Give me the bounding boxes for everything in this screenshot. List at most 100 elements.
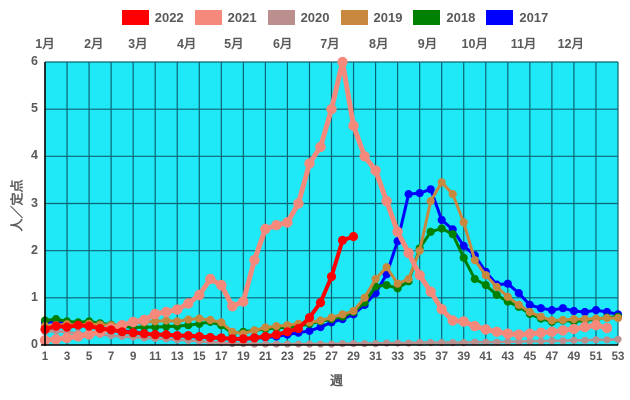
series-marker-2017	[558, 304, 568, 313]
series-marker-2022	[150, 330, 160, 340]
month-label-jan: 1月	[35, 37, 55, 51]
series-marker-2021	[601, 322, 613, 334]
series-marker-2019	[437, 178, 446, 187]
legend-swatch-2018	[413, 9, 441, 25]
x-tick-label: 19	[236, 351, 250, 363]
series-marker-2017	[591, 306, 601, 315]
series-marker-2019	[338, 310, 347, 319]
series-marker-2018	[184, 321, 193, 330]
x-tick-label: 37	[435, 351, 449, 363]
month-label-dec: 12月	[557, 37, 584, 51]
series-marker-2019	[393, 279, 402, 288]
series-marker-2021	[72, 331, 84, 342]
series-marker-2019	[415, 246, 424, 255]
series-marker-2022	[106, 325, 116, 335]
series-marker-2022	[282, 327, 292, 337]
series-marker-2021	[271, 220, 282, 231]
series-marker-2019	[558, 315, 568, 325]
series-marker-2020	[526, 337, 534, 345]
series-marker-2020	[537, 337, 545, 345]
series-marker-2021	[183, 298, 194, 309]
series-marker-2019	[272, 322, 281, 331]
series-marker-2019	[426, 197, 435, 206]
series-marker-2019	[316, 316, 325, 325]
series-marker-2019	[162, 316, 171, 325]
series-marker-2021	[370, 165, 381, 176]
x-tick-label: 15	[192, 351, 206, 363]
series-marker-2022	[73, 320, 83, 330]
series-marker-2021	[249, 254, 260, 266]
series-marker-2022	[183, 331, 193, 341]
legend-swatch-2021	[194, 9, 222, 25]
series-marker-2022	[337, 235, 348, 245]
series-marker-2021	[425, 286, 436, 297]
y-tick-label: 4	[31, 148, 38, 163]
series-marker-2022	[304, 313, 315, 323]
series-marker-2021	[282, 217, 293, 228]
series-marker-2022	[326, 272, 337, 282]
series-marker-2017	[536, 304, 546, 313]
month-label-apr: 4月	[176, 37, 197, 51]
series-marker-2017	[426, 185, 435, 194]
series-marker-2019	[173, 317, 182, 326]
legend-item-2022: 2022	[121, 9, 184, 25]
series-marker-2021	[83, 329, 95, 340]
month-label-jun: 6月	[272, 37, 293, 51]
series-marker-2021	[238, 296, 249, 307]
series-marker-2017	[503, 279, 512, 288]
legend-label-2022: 2022	[154, 9, 184, 25]
series-marker-2021	[348, 120, 359, 131]
series-marker-2020	[471, 338, 479, 346]
series-marker-2017	[525, 300, 534, 309]
y-tick-label: 0	[31, 337, 38, 351]
series-marker-2021	[304, 158, 315, 169]
series-marker-2018	[437, 224, 446, 233]
month-label-nov: 11月	[510, 37, 537, 51]
x-tick-label: 21	[258, 351, 272, 363]
month-label-may: 5月	[224, 37, 244, 51]
series-marker-2022	[139, 329, 149, 339]
series-marker-2019	[195, 314, 204, 323]
series-marker-2021	[227, 301, 238, 312]
series-marker-2021	[535, 327, 547, 338]
series-marker-2020	[294, 340, 302, 348]
x-tick-label: 47	[545, 351, 559, 363]
series-marker-2021	[337, 56, 348, 68]
series-marker-2020	[581, 336, 589, 344]
series-marker-2020	[482, 338, 490, 346]
series-marker-2021	[579, 321, 591, 333]
series-marker-2017	[437, 215, 446, 225]
series-marker-2021	[524, 328, 535, 339]
month-label-feb: 2月	[84, 37, 104, 51]
series-marker-2019	[525, 307, 534, 317]
series-marker-2020	[614, 335, 622, 343]
series-marker-2021	[436, 304, 447, 315]
series-marker-2021	[491, 326, 502, 337]
x-tick-label: 1	[41, 351, 49, 363]
series-marker-2020	[327, 340, 336, 348]
series-marker-2019	[547, 316, 557, 325]
x-tick-label: 25	[303, 351, 316, 363]
series-marker-2021	[381, 195, 392, 207]
y-tick-label: 5	[31, 101, 38, 116]
series-marker-2021	[161, 306, 172, 318]
series-marker-2019	[283, 321, 292, 330]
series-marker-2022	[260, 331, 270, 342]
series-marker-2022	[227, 334, 237, 344]
series-marker-2017	[514, 289, 523, 298]
series-marker-2020	[372, 340, 380, 348]
series-marker-2021	[557, 325, 569, 336]
series-marker-2021	[216, 279, 227, 291]
series-marker-2021	[414, 270, 425, 281]
series-marker-2019	[569, 315, 579, 324]
series-marker-2019	[602, 314, 612, 323]
series-marker-2022	[348, 231, 359, 242]
series-marker-2019	[228, 327, 237, 336]
legend-label-2017: 2017	[519, 9, 549, 25]
legend-item-2020: 2020	[267, 9, 330, 25]
series-marker-2022	[293, 323, 303, 334]
series-marker-2020	[515, 338, 523, 346]
series-marker-2019	[580, 315, 590, 324]
